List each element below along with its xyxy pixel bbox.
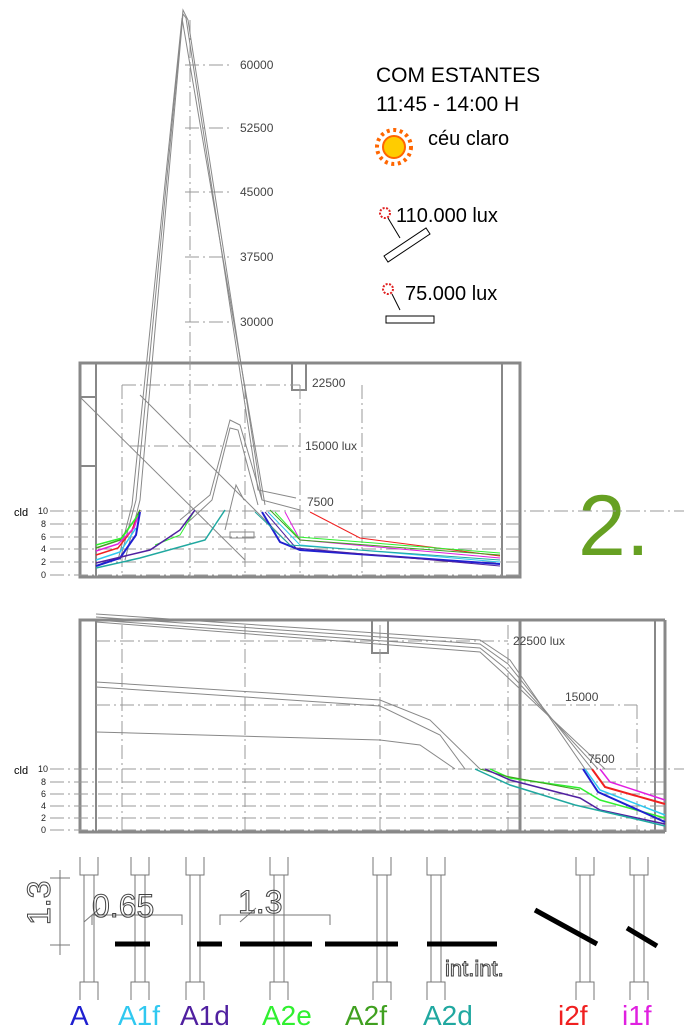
- shelves: [115, 907, 659, 949]
- header: COM ESTANTES 11:45 - 14:00 H céu claro 1…: [375, 64, 650, 574]
- position-labels: A A1f A1d A2e A2f A2d i2f i1f: [70, 1000, 652, 1029]
- cld-tick: 6: [41, 532, 46, 542]
- cld-tick: 8: [41, 777, 46, 787]
- position-label: i2f: [558, 1000, 588, 1029]
- lux-label: 45000: [240, 185, 274, 199]
- figure-number: 2.: [578, 478, 650, 574]
- lux-label: 22500 lux: [513, 634, 565, 648]
- position-label: A1f: [118, 1000, 160, 1029]
- position-label: A2f: [345, 1000, 387, 1029]
- cld-tick: 8: [41, 519, 46, 529]
- dimension: 1.3: [238, 884, 282, 920]
- position-label: i1f: [622, 1000, 652, 1029]
- irradiance-2: 75.000 lux: [405, 283, 497, 305]
- position-label: A1d: [180, 1000, 230, 1029]
- lux-label: 52500: [240, 121, 274, 135]
- cld-tick: 4: [41, 801, 46, 811]
- position-label: A2e: [262, 1000, 312, 1029]
- sun-icon: [375, 128, 413, 166]
- lux-label: 60000: [240, 58, 274, 72]
- note: int.int.: [445, 956, 504, 981]
- lux-label: 15000: [565, 690, 599, 704]
- lux-label: 15000 lux: [305, 439, 357, 453]
- cld-label: cld: [14, 507, 28, 519]
- cld-tick: 10: [38, 506, 48, 516]
- cld-tick: 2: [41, 813, 46, 823]
- position-label: A2d: [423, 1000, 473, 1029]
- sections: [50, 857, 649, 1000]
- cld-tick: 10: [38, 764, 48, 774]
- sky: céu claro: [428, 128, 509, 150]
- position-label: A: [70, 1000, 89, 1029]
- dimension: 0.65: [92, 888, 154, 924]
- cld-tick: 4: [41, 544, 46, 554]
- bottom-panel: 22500 lux 15000 7500 cld 10 8 6 4 2 0: [14, 613, 684, 835]
- title: COM ESTANTES: [376, 64, 540, 87]
- cld-tick: 0: [41, 570, 46, 580]
- dimension: 1.3: [21, 881, 57, 925]
- lux-label: 7500: [588, 752, 615, 766]
- irradiance-1: 110.000 lux: [396, 205, 498, 227]
- top-panel: 60000 52500 45000 37500 30000 22500 1500…: [14, 8, 684, 580]
- cld-tick: 2: [41, 557, 46, 567]
- lux-label: 7500: [307, 495, 334, 509]
- cld-tick: 6: [41, 789, 46, 799]
- cld-tick: 0: [41, 825, 46, 835]
- time: 11:45 - 14:00 H: [376, 93, 519, 116]
- cld-label: cld: [14, 765, 28, 777]
- lux-label: 37500: [240, 250, 274, 264]
- lux-label: 22500: [312, 376, 346, 390]
- lux-label: 30000: [240, 315, 274, 329]
